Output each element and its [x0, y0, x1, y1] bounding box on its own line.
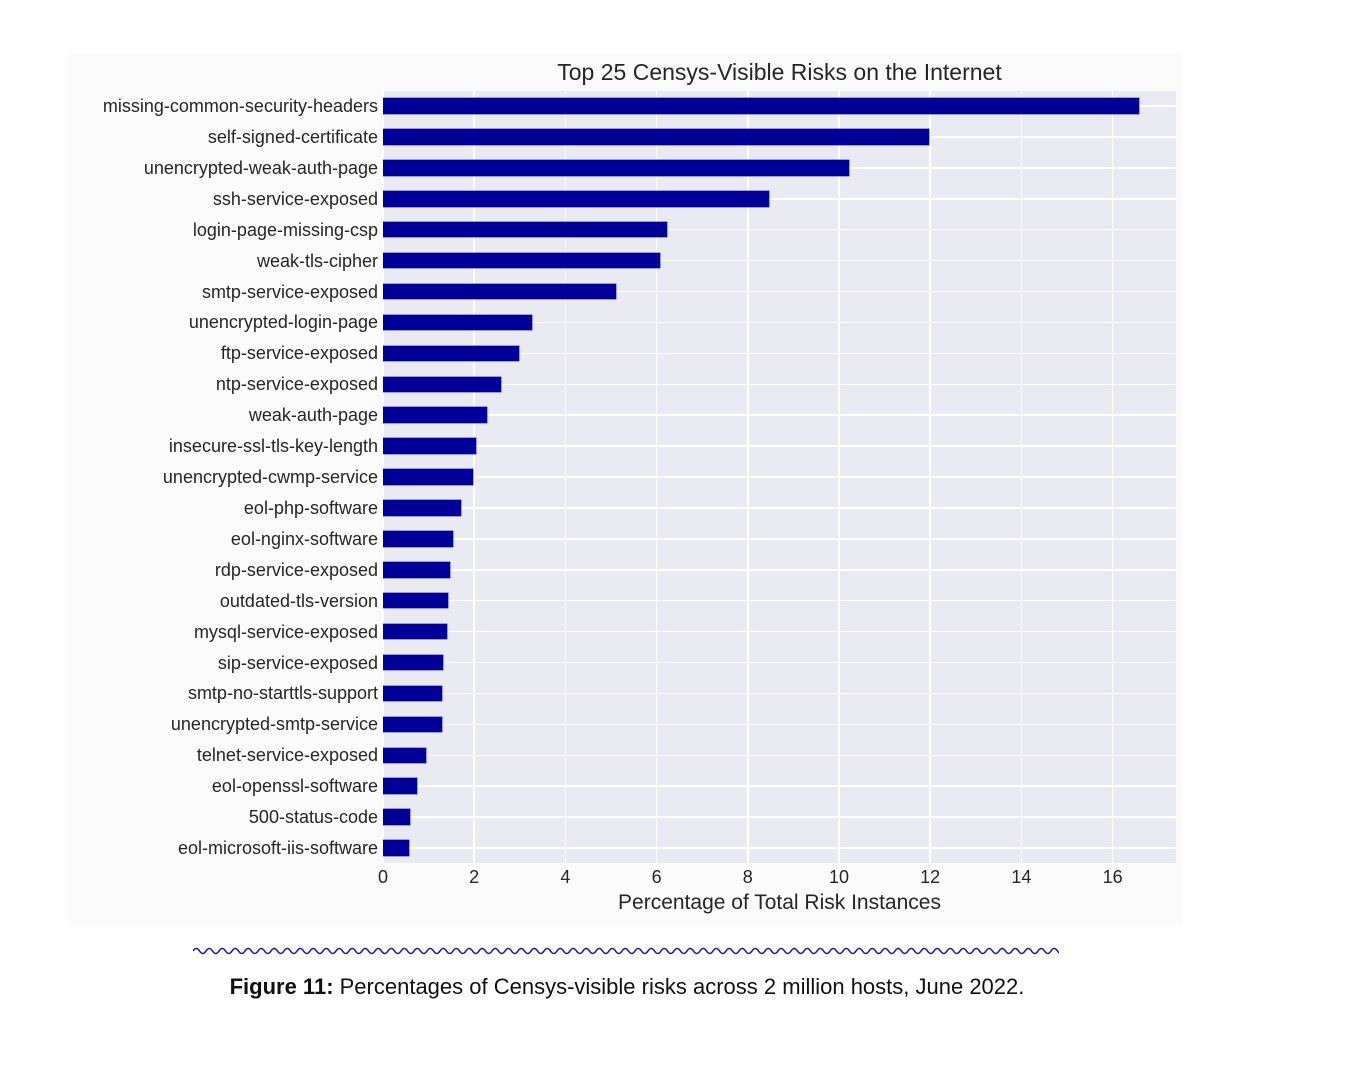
bar-eol-openssl-software — [383, 778, 418, 794]
bar-sip-service-exposed — [383, 654, 443, 671]
y-tick-label: ftp-service-exposed — [220, 343, 378, 364]
y-tick-label: missing-common-security-headers — [102, 96, 378, 116]
y-tick-label: 500-status-code — [248, 807, 378, 828]
y-tick-label: eol-php-software — [243, 497, 378, 518]
gridline-horizontal — [383, 445, 1176, 447]
x-tick-label: 12 — [920, 867, 941, 887]
y-tick-label: telnet-service-exposed — [196, 745, 378, 766]
y-tick-label: ntp-service-exposed — [215, 374, 378, 395]
gridline-horizontal — [383, 259, 1176, 262]
caption-text: Percentages of Censys-visible risks acro… — [333, 974, 1025, 999]
gridline-horizontal — [383, 723, 1176, 726]
bar-smtp-no-starttls-support — [383, 685, 442, 702]
x-tick-label: 10 — [828, 867, 850, 887]
y-tick-label: unencrypted-cwmp-service — [162, 467, 378, 488]
y-tick-label: self-signed-certificate — [207, 126, 378, 147]
y-tick-label: eol-microsoft-iis-software — [177, 838, 378, 859]
bar-self-signed-certificate — [383, 129, 929, 145]
plot-area — [383, 91, 1176, 863]
y-tick-label: unencrypted-smtp-service — [170, 714, 378, 735]
bar-eol-microsoft-iis-software — [383, 840, 409, 856]
x-tick-label: 6 — [651, 867, 662, 887]
gridline-horizontal — [383, 383, 1176, 386]
gridline-horizontal — [383, 661, 1176, 664]
bar-mysql-service-exposed — [383, 623, 447, 640]
y-tick-label: login-page-missing-csp — [192, 219, 378, 240]
x-tick-label: 2 — [469, 867, 480, 887]
gridline-horizontal — [383, 630, 1176, 633]
y-tick-label: sip-service-exposed — [217, 652, 378, 673]
bar-500-status-code — [383, 809, 410, 825]
bar-outdated-tls-version — [383, 592, 449, 609]
bar-ssh-service-exposed — [383, 191, 770, 207]
chart-title: Top 25 Censys-Visible Risks on the Inter… — [557, 59, 1002, 85]
y-tick-label: mysql-service-exposed — [193, 621, 378, 642]
x-tick-label: 0 — [377, 867, 389, 887]
x-tick-label: 14 — [1011, 867, 1032, 887]
gridline-horizontal — [383, 599, 1176, 602]
bar-weak-auth-page — [383, 407, 487, 423]
y-tick-label: eol-nginx-software — [230, 528, 378, 549]
gridline-horizontal — [383, 816, 1176, 818]
gridline-horizontal — [383, 754, 1176, 757]
x-tick-label: 8 — [742, 867, 753, 887]
gridline-horizontal — [383, 538, 1176, 540]
y-tick-label: rdp-service-exposed — [214, 559, 378, 580]
x-tick-label: 4 — [560, 867, 571, 887]
bar-rdp-service-exposed — [383, 562, 450, 578]
bar-eol-php-software — [383, 500, 462, 516]
y-tick-label: weak-tls-cipher — [256, 250, 378, 271]
y-tick-label: smtp-service-exposed — [201, 281, 378, 302]
y-tick-label: insecure-ssl-tls-key-length — [168, 436, 378, 457]
bar-ntp-service-exposed — [383, 376, 501, 393]
figure-caption: Figure 11: Percentages of Censys-visible… — [180, 972, 1074, 1002]
bar-unencrypted-login-page — [383, 314, 533, 331]
x-axis-label: Percentage of Total Risk Instances — [618, 891, 941, 914]
y-tick-label: outdated-tls-version — [219, 590, 378, 611]
bar-unencrypted-cwmp-service — [383, 469, 473, 485]
gridline-horizontal — [383, 785, 1176, 787]
bar-weak-tls-cipher — [383, 252, 660, 269]
y-tick-label: weak-auth-page — [248, 405, 378, 426]
bar-ftp-service-exposed — [383, 345, 519, 362]
bar-eol-nginx-software — [383, 531, 453, 547]
x-tick-label: 16 — [1102, 867, 1123, 887]
gridline-horizontal — [383, 569, 1176, 571]
y-tick-label: smtp-no-starttls-support — [187, 683, 378, 704]
gridline-horizontal — [383, 692, 1176, 695]
gridline-horizontal — [383, 352, 1176, 355]
bar-smtp-service-exposed — [383, 283, 617, 300]
gridline-horizontal — [383, 847, 1176, 849]
y-tick-label: eol-openssl-software — [211, 776, 378, 797]
y-tick-label: ssh-service-exposed — [212, 188, 378, 209]
bar-telnet-service-exposed — [383, 747, 426, 764]
gridline-horizontal — [383, 321, 1176, 324]
bar-unencrypted-weak-auth-page — [383, 160, 850, 176]
bar-insecure-ssl-tls-key-length — [383, 438, 477, 454]
y-tick-label: unencrypted-weak-auth-page — [143, 157, 378, 178]
gridline-horizontal — [383, 414, 1176, 416]
wavy-divider — [193, 947, 1059, 955]
gridline-horizontal — [383, 476, 1176, 478]
bar-login-page-missing-csp — [383, 221, 668, 238]
gridline-horizontal — [383, 507, 1176, 509]
gridline-horizontal — [383, 198, 1176, 200]
caption-label: Figure 11: — [229, 974, 334, 999]
bar-missing-common-security-headers — [383, 98, 1140, 114]
gridline-horizontal — [383, 228, 1176, 231]
bar-unencrypted-smtp-service — [383, 716, 442, 733]
y-tick-label: unencrypted-login-page — [188, 312, 378, 333]
gridline-horizontal — [383, 290, 1176, 293]
